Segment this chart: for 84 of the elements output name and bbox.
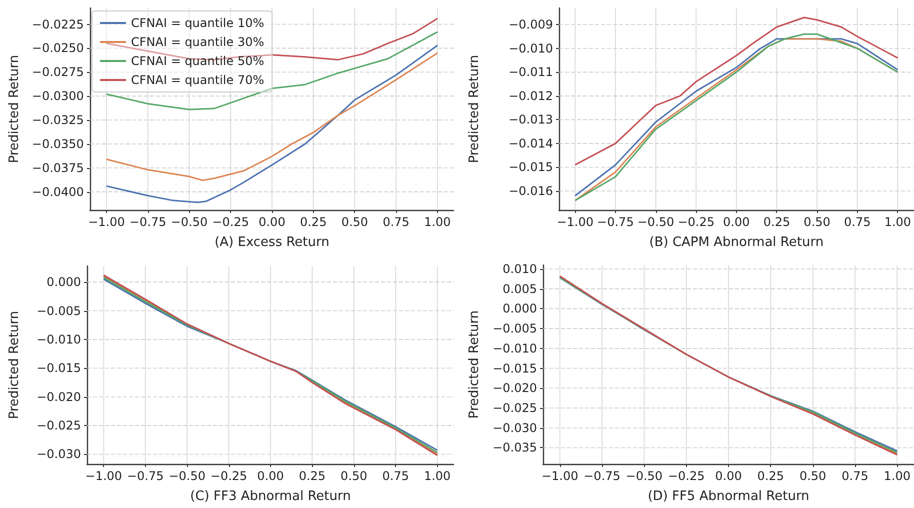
y-tick-label: 0.000 (502, 302, 537, 316)
x-tick-label: 0.25 (757, 469, 784, 483)
x-tick-label: 0.75 (844, 215, 871, 229)
y-tick-label: −0.015 (36, 361, 81, 376)
y-tick-label: −0.0375 (32, 160, 84, 175)
x-tick-label: −0.50 (637, 215, 674, 229)
x-tick-label: −0.25 (212, 215, 249, 229)
y-tick-label: −0.013 (508, 112, 553, 127)
line-series (106, 52, 438, 182)
y-tick-label: −0.005 (36, 304, 81, 318)
x-tick-label: 0.00 (258, 215, 286, 229)
x-tick-label: 1.00 (424, 469, 451, 483)
line-series (106, 31, 438, 110)
x-tick-label: 0.00 (715, 469, 742, 483)
x-axis-title: (C) FF3 Abnormal Return (190, 489, 351, 504)
y-tick-label: −0.0350 (32, 136, 84, 151)
x-tick-label: 0.50 (804, 215, 830, 229)
y-tick-label: 0.000 (46, 275, 81, 290)
y-tick-label: −0.015 (492, 361, 537, 376)
x-tick-label: −1.00 (88, 215, 125, 229)
legend-label: CFNAI = quantile 70% (131, 73, 264, 87)
x-tick-label: 1.00 (884, 215, 912, 229)
x-tick-label: 0.50 (799, 469, 826, 483)
x-tick-label: −1.00 (85, 469, 122, 483)
y-tick-label: −0.005 (492, 322, 537, 336)
x-tick-label: 0.75 (382, 469, 409, 483)
y-tick-label: −0.0225 (32, 17, 84, 32)
x-tick-label: 0.00 (723, 215, 750, 229)
x-tick-label: −0.50 (170, 215, 208, 229)
y-tick-label: −0.030 (36, 447, 81, 462)
x-tick-label: −0.25 (678, 215, 714, 229)
y-tick-label: −0.0300 (32, 89, 84, 104)
y-axis-title: Predicted Return (7, 310, 22, 420)
y-tick-label: −0.035 (492, 440, 537, 455)
x-tick-label: −1.00 (541, 469, 578, 483)
x-tick-label: −0.75 (584, 469, 620, 483)
legend-label: CFNAI = quantile 10% (131, 16, 264, 30)
y-tick-label: −0.011 (508, 65, 553, 80)
y-tick-label: −0.012 (508, 88, 553, 103)
y-tick-label: 0.005 (502, 282, 537, 296)
legend-label: CFNAI = quantile 50% (131, 54, 264, 68)
y-tick-label: −0.025 (36, 418, 81, 433)
y-tick-label: 0.010 (502, 262, 537, 276)
y-tick-label: −0.010 (36, 332, 81, 346)
x-tick-label: −0.75 (129, 215, 166, 229)
x-tick-label: 0.75 (842, 469, 868, 483)
y-tick-label: −0.014 (508, 136, 553, 150)
x-tick-label: −0.25 (210, 469, 248, 483)
x-tick-label: 1.00 (424, 215, 451, 229)
x-tick-label: −0.25 (668, 469, 705, 483)
x-tick-label: −0.75 (597, 215, 634, 229)
x-tick-label: −0.75 (126, 469, 164, 483)
y-tick-label: −0.0250 (32, 41, 84, 56)
x-tick-label: 1.00 (884, 469, 910, 483)
x-axis-title: (A) Excess Return (214, 235, 330, 250)
y-tick-label: −0.016 (508, 184, 553, 198)
y-tick-label: −0.010 (508, 41, 553, 56)
x-axis-title: (D) FF5 Abnormal Return (648, 489, 810, 504)
y-tick-label: −0.0275 (32, 65, 84, 80)
y-axis-title: Predicted Return (7, 54, 22, 164)
legend-label: CFNAI = quantile 30% (131, 35, 264, 49)
y-tick-label: −0.030 (492, 420, 537, 435)
y-axis-title: Predicted Return (467, 54, 482, 164)
x-tick-label: 0.75 (382, 215, 410, 229)
x-tick-label: −0.50 (168, 469, 206, 483)
y-tick-label: −0.020 (36, 390, 81, 404)
x-tick-label: 0.50 (341, 215, 368, 229)
y-axis-title: Predicted Return (467, 310, 482, 419)
x-tick-label: −1.00 (556, 215, 594, 229)
line-series (574, 16, 898, 166)
y-tick-label: −0.015 (508, 160, 553, 174)
y-tick-label: −0.0325 (32, 113, 84, 128)
x-tick-label: 0.00 (257, 469, 284, 483)
y-tick-label: −0.010 (492, 341, 537, 356)
y-tick-label: −0.0400 (32, 184, 84, 199)
y-tick-label: −0.009 (508, 18, 553, 32)
y-tick-label: −0.025 (492, 400, 537, 415)
y-tick-label: −0.020 (492, 381, 537, 396)
x-tick-label: 0.25 (300, 215, 327, 229)
x-tick-label: −0.50 (626, 469, 663, 483)
x-tick-label: 0.50 (340, 469, 368, 483)
x-tick-label: 0.25 (763, 215, 790, 229)
x-axis-title: (B) CAPM Abnormal Return (649, 235, 824, 250)
x-tick-label: 0.25 (298, 469, 326, 483)
